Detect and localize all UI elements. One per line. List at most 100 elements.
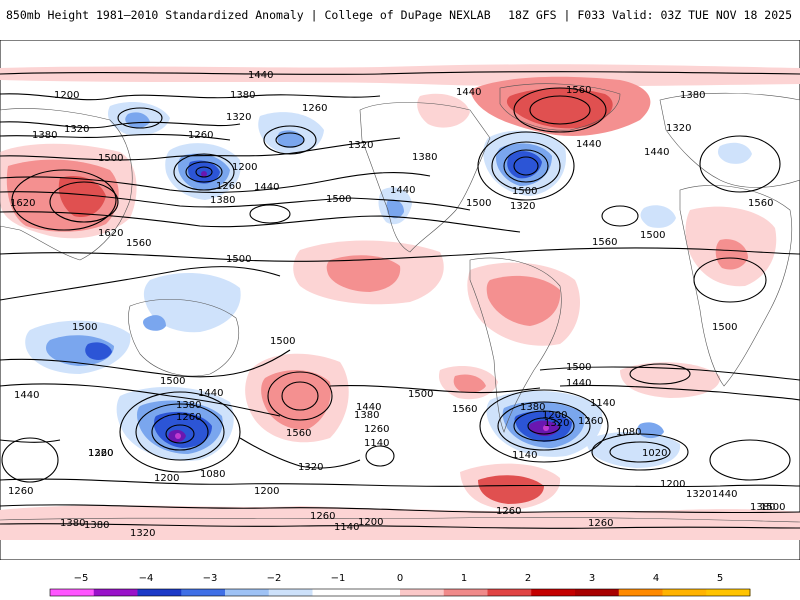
contour-label: 1500 — [566, 362, 591, 373]
contour-label: 1440 — [248, 70, 273, 81]
contour-line — [513, 87, 607, 133]
contour-line — [365, 445, 395, 467]
contour-label: 1380 — [84, 520, 109, 531]
contour-label: 1380 — [750, 502, 775, 513]
contour-label: 1500 — [512, 186, 537, 197]
colorbar-tick-labels: −5 −4 −3 −2 −1 0 1 2 3 4 5 — [74, 573, 724, 584]
contour-line — [117, 107, 163, 129]
contour-label: 1440 — [456, 87, 481, 98]
contour-line — [709, 439, 791, 481]
anomaly-positive-region — [620, 362, 721, 398]
contour-line — [135, 403, 225, 461]
colorbar-segment — [618, 589, 663, 596]
contour-label: 1260 — [8, 486, 33, 497]
contour-line — [173, 153, 235, 191]
contour-line — [0, 504, 800, 514]
contour-label: 1320 — [64, 124, 89, 135]
contour-label: 1380 — [210, 195, 235, 206]
contour-label: 1440 — [712, 489, 737, 500]
contour-label: 1140 — [512, 450, 537, 461]
colorbar-segment — [400, 589, 445, 596]
map-title: 850mb Height 1981–2010 Standardized Anom… — [6, 8, 491, 22]
anomaly-negative-region — [718, 142, 752, 164]
contour-line — [591, 433, 689, 471]
anomaly-positive-region — [0, 505, 800, 540]
contour-line — [0, 478, 800, 488]
colorbar-segment — [443, 589, 488, 596]
colorbar-segment — [662, 589, 707, 596]
contour-label: 1560 — [566, 85, 591, 96]
colorbar-segments — [50, 589, 751, 596]
anomaly-positive-region — [326, 255, 401, 292]
contour-label: 1500 — [326, 194, 351, 205]
contour-line — [275, 132, 305, 148]
coastline-south-america — [469, 257, 562, 433]
contour-line — [165, 424, 195, 444]
anomaly-negative-core — [175, 433, 181, 439]
contour-line — [0, 247, 800, 262]
contour-label: 1560 — [126, 238, 151, 249]
contour-label: 1260 — [216, 181, 241, 192]
contour-label: 1200 — [54, 90, 79, 101]
contour-label: 1500 — [98, 153, 123, 164]
contour-line — [497, 401, 591, 451]
contour-label: 1200 — [154, 473, 179, 484]
contour-label: 1380 — [354, 410, 379, 421]
contour-line — [0, 439, 61, 443]
contour-line — [0, 71, 800, 75]
contour-line — [0, 121, 241, 129]
contour-label: 1080 — [200, 469, 225, 480]
colorbar-tick: −3 — [203, 573, 218, 584]
colorbar-tick: 5 — [717, 573, 723, 584]
contour-label: 1200 — [358, 517, 383, 528]
anomaly-negative-region — [587, 431, 681, 468]
contour-label: 1260 — [302, 103, 327, 114]
contour-line — [559, 384, 800, 401]
contour-label: 1200 — [232, 162, 257, 173]
contour-label: 1500 — [466, 198, 491, 209]
contour-label: 1200 — [254, 486, 279, 497]
contour-label: 1500 — [712, 322, 737, 333]
anomaly-positive-region — [506, 88, 613, 129]
contour-label: 1500 — [160, 376, 185, 387]
contour-line — [329, 385, 541, 394]
anomaly-negative-region — [125, 112, 150, 129]
anomaly-positive-region — [486, 275, 561, 326]
contour-line — [699, 135, 781, 193]
contour-label: 1380 — [60, 518, 85, 529]
contour-line — [1, 437, 59, 483]
anomaly-positive-region — [715, 239, 748, 270]
contour-label: 1320 — [88, 448, 113, 459]
coastlines — [0, 83, 800, 523]
contour-line — [629, 363, 691, 385]
height-contours — [0, 71, 800, 529]
contour-label: 1260 — [364, 424, 389, 435]
contour-label: 1380 — [32, 130, 57, 141]
contour-label: 1260 — [588, 518, 613, 529]
colorbar-segment — [706, 589, 751, 596]
contour-line — [0, 137, 401, 161]
contour-line — [491, 141, 561, 191]
colorbar-tick: −1 — [331, 573, 346, 584]
contour-label: 1620 — [10, 198, 35, 209]
anomaly-negative-region — [386, 199, 404, 219]
contour-label: 1500 — [270, 336, 295, 347]
anomaly-negative-core — [201, 171, 207, 177]
contour-label: 1140 — [364, 438, 389, 449]
contour-label: 1320 — [226, 112, 251, 123]
contour-label: 1260 — [496, 506, 521, 517]
anomaly-positive-region — [58, 176, 106, 218]
contour-line — [281, 381, 319, 411]
contour-line — [49, 181, 119, 223]
colorbar-segment — [575, 589, 620, 596]
contour-label: 1320 — [686, 489, 711, 500]
colorbar-tick: 4 — [653, 573, 659, 584]
contour-label: 1020 — [642, 448, 667, 459]
colorbar: −5 −4 −3 −2 −1 0 1 2 3 4 5 — [49, 573, 751, 597]
contour-label: 1560 — [592, 237, 617, 248]
colorbar-segment — [531, 589, 576, 596]
contour-line — [0, 171, 431, 193]
contour-line — [0, 383, 281, 417]
header: 850mb Height 1981–2010 Standardized Anom… — [0, 0, 800, 30]
contour-label: 1320 — [510, 201, 535, 212]
